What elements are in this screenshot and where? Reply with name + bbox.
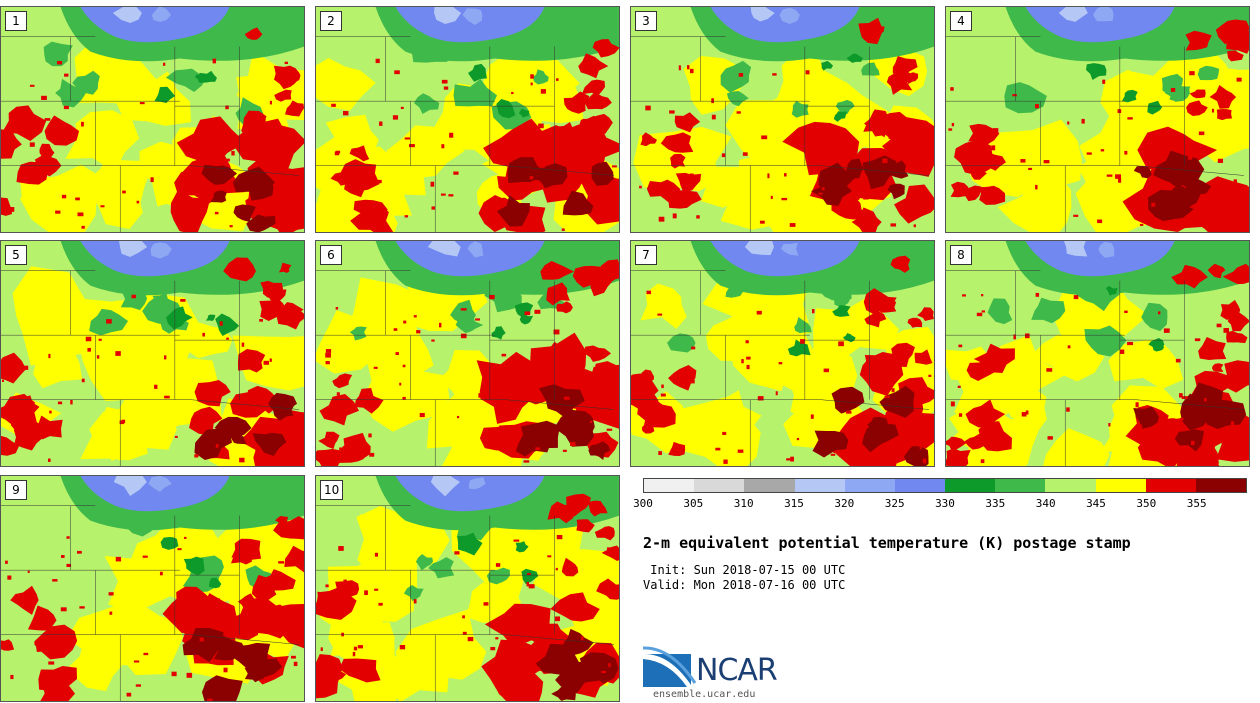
map-panel[interactable]: 4 [945,6,1250,233]
colorbar-tick-label: 320 [834,497,855,510]
colorbar-swatch [694,479,745,492]
theta-e-map [1,7,304,232]
member-label: 7 [635,245,657,265]
member-label: 5 [5,245,27,265]
member-label: 3 [635,11,657,31]
colorbar-tick-label: 305 [683,497,704,510]
member-label: 4 [950,11,972,31]
colorbar-swatch [794,479,845,492]
colorbar-ticks: 300 305 310 315 320 325 330 335 340 345 350 355 [633,497,1247,511]
init-time: Init: Sun 2018-07-15 00 UTC [643,563,846,577]
map-panel[interactable]: 8 [945,240,1250,467]
member-label: 2 [320,11,342,31]
colorbar-tick-label: 340 [1035,497,1056,510]
colorbar-tick-label: 335 [985,497,1006,510]
map-panel[interactable]: 9 [0,475,305,702]
colorbar-tick-label: 355 [1186,497,1207,510]
theta-e-map [1,241,304,466]
map-panel[interactable]: 7 [630,240,935,467]
ncar-logo-text: NCAR [696,653,778,688]
colorbar-swatch [1095,479,1146,492]
theta-e-map [631,7,934,232]
colorbar-swatch [945,479,996,492]
colorbar-tick-label: 300 [633,497,653,510]
colorbar-swatch [995,479,1046,492]
map-panel[interactable]: 2 [315,6,620,233]
colorbar-swatch [644,479,695,492]
theta-e-map [631,241,934,466]
member-label: 10 [320,480,344,500]
site-url: ensemble.ucar.edu [653,689,756,700]
member-label: 8 [950,245,972,265]
member-label: 9 [5,480,27,500]
member-label: 1 [5,11,27,31]
theta-e-map [1,476,304,701]
map-panel[interactable]: 10 [315,475,620,702]
colorbar-swatch [1045,479,1096,492]
colorbar-swatch [894,479,946,492]
theta-e-map [316,476,619,701]
colorbar-swatch [1195,479,1247,492]
colorbar-tick-label: 310 [733,497,754,510]
plot-title: 2-m equivalent potential temperature (K)… [643,534,1131,552]
theta-e-map [946,241,1249,466]
map-panel[interactable]: 6 [315,240,620,467]
colorbar-swatch [844,479,895,492]
colorbar-tick-label: 330 [935,497,955,510]
colorbar-tick-label: 350 [1136,497,1157,510]
theta-e-map [946,7,1249,232]
theta-e-map [316,241,619,466]
theta-e-map [316,7,619,232]
colorbar-swatch [1145,479,1196,492]
colorbar-tick-label: 315 [784,497,804,510]
colorbar-tick-label: 345 [1086,497,1106,510]
valid-time: Valid: Mon 2018-07-16 00 UTC [643,578,846,592]
colorbar-swatch [744,479,795,492]
colorbar-tick-label: 325 [884,497,905,510]
map-panel[interactable]: 5 [0,240,305,467]
map-panel[interactable]: 1 [0,6,305,233]
colorbar [643,478,1247,493]
ncar-logo-icon [643,646,697,687]
map-panel[interactable]: 3 [630,6,935,233]
member-label: 6 [320,245,342,265]
